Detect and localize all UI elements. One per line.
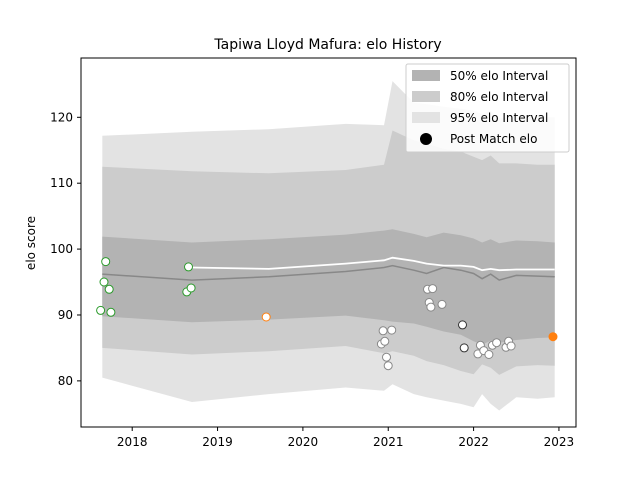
post-match-point bbox=[96, 305, 106, 315]
band-50-interval bbox=[102, 229, 555, 345]
legend-marker-post-match bbox=[420, 133, 432, 145]
y-tick-label: 110 bbox=[50, 176, 73, 190]
post-match-point bbox=[380, 336, 390, 346]
legend-box bbox=[405, 63, 570, 153]
legend-label-50: 50% elo Interval bbox=[450, 69, 548, 83]
legend: 50% elo Interval 80% elo Interval 95% el… bbox=[405, 63, 570, 153]
post-match-point bbox=[548, 332, 558, 342]
post-match-point bbox=[184, 262, 193, 272]
legend-label-post-match: Post Match elo bbox=[450, 132, 537, 146]
y-tick-label: 90 bbox=[58, 308, 73, 322]
post-match-point bbox=[458, 320, 467, 330]
post-match-point bbox=[104, 284, 114, 294]
legend-swatch-50 bbox=[412, 70, 440, 81]
legend-swatch-80 bbox=[412, 91, 440, 102]
y-tick-label: 80 bbox=[58, 374, 73, 388]
x-tick-label: 2019 bbox=[202, 435, 233, 449]
post-match-point bbox=[459, 343, 469, 353]
x-tick-label: 2020 bbox=[288, 435, 319, 449]
post-match-point bbox=[484, 350, 494, 359]
y-tick-label: 120 bbox=[50, 110, 73, 124]
post-match-point bbox=[426, 302, 436, 312]
plot-frame bbox=[80, 57, 577, 428]
post-match-point bbox=[186, 283, 196, 293]
x-tick-label: 2021 bbox=[373, 435, 404, 449]
legend-swatch-95 bbox=[412, 112, 440, 123]
x-axis-ticks: 2018 2019 2020 2021 2022 2023 bbox=[117, 427, 574, 449]
post-match-point bbox=[387, 325, 397, 335]
x-tick-label: 2023 bbox=[544, 435, 575, 449]
post-match-point bbox=[99, 277, 109, 287]
y-axis-label: elo score bbox=[24, 216, 38, 270]
post-match-point bbox=[492, 338, 502, 348]
post-match-point bbox=[378, 326, 388, 336]
y-tick-label: 100 bbox=[50, 242, 73, 256]
post-match-point bbox=[106, 307, 116, 317]
x-tick-label: 2018 bbox=[117, 435, 148, 449]
series-updated-elo-line bbox=[191, 256, 555, 272]
plot-area bbox=[96, 81, 558, 411]
post-match-point bbox=[101, 257, 111, 267]
legend-label-95: 95% elo Interval bbox=[450, 111, 548, 125]
post-match-point bbox=[383, 361, 393, 371]
legend-label-80: 80% elo Interval bbox=[450, 90, 548, 104]
post-match-point bbox=[382, 352, 391, 362]
post-match-point bbox=[261, 312, 271, 322]
x-tick-label: 2022 bbox=[458, 435, 489, 449]
y-axis-ticks: 80 90 100 110 120 bbox=[50, 110, 81, 388]
chart-title: Tapiwa Lloyd Mafura: elo History bbox=[213, 37, 441, 53]
post-match-point bbox=[437, 299, 447, 309]
series-mean-elo-line bbox=[102, 264, 555, 281]
post-match-point bbox=[506, 341, 516, 351]
post-match-point bbox=[428, 284, 438, 294]
